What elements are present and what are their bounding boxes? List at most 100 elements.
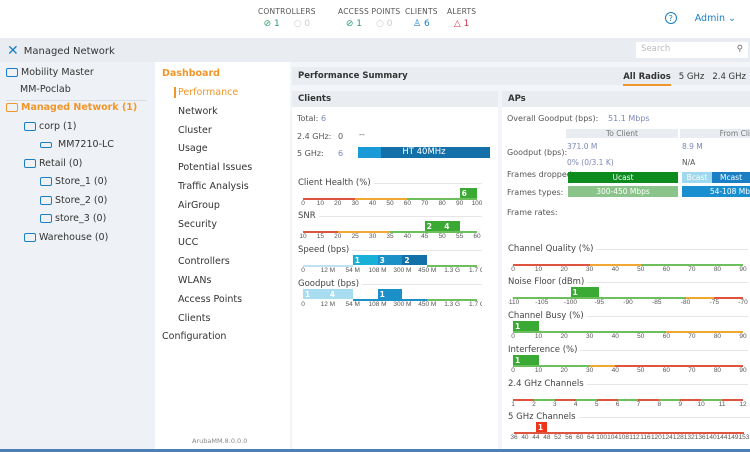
chart-tick-label: 100 [596, 434, 608, 441]
chart-title: Client Health (%) [298, 178, 374, 188]
folder-icon [24, 233, 36, 242]
nav-item-wlans[interactable]: WLANs [178, 275, 212, 286]
nav-item-security[interactable]: Security [178, 218, 218, 230]
nav-item-performance[interactable]: Performance [174, 87, 238, 98]
chart-bar-label: 2 [404, 256, 410, 265]
search-input[interactable]: Search ⚲ [636, 42, 748, 58]
help-icon[interactable]: ? [664, 12, 677, 24]
tree-item[interactable]: store_3 (0) [40, 213, 106, 224]
circle-icon: ○ [376, 19, 387, 29]
tree-item[interactable]: Store_2 (0) [40, 195, 107, 206]
controller-icon [40, 141, 52, 148]
chart-title-rule [298, 183, 482, 184]
chart-baseline-segment [554, 399, 576, 401]
radio-tab-all-radios[interactable]: All Radios [623, 72, 671, 86]
chart-baseline-segment [680, 399, 702, 401]
tree-item[interactable]: corp (1) [24, 121, 76, 132]
chart-tick-label: 124 [661, 434, 673, 441]
chart-tick-label: 30 [586, 333, 594, 340]
clients-panel: Clients Total: 6 2.4 GHz: 0 -- 5 GHz: 6 … [292, 91, 498, 452]
chart-tick-label: 50 [637, 333, 645, 340]
frame-rates-label: Frame rates: [507, 208, 558, 217]
chart-bar[interactable]: 1 [570, 287, 600, 297]
nav-item-usage[interactable]: Usage [178, 143, 208, 155]
chart-baseline-segment [513, 297, 686, 299]
chart-bar-label: 1 [379, 290, 385, 299]
admin-menu[interactable]: Admin ⌄ [695, 13, 736, 24]
stat-values: △ 1 [447, 19, 476, 29]
chart-tick-label: 0 [301, 301, 305, 308]
goodput-label: Goodput (bps): [507, 148, 568, 157]
chart-bar[interactable]: 4 [327, 289, 353, 299]
tree-item[interactable]: Mobility Master [6, 67, 94, 78]
version-label: ArubaMM.8.0.0.0 [192, 437, 248, 445]
chart-bar[interactable]: 2 [402, 255, 428, 265]
nav-item-cluster[interactable]: Cluster [178, 124, 212, 136]
radio-tab-5-ghz[interactable]: 5 GHz [678, 72, 705, 82]
chart-tick-label: 11 [718, 401, 726, 408]
tree-item[interactable]: MM7210-LC [40, 139, 114, 150]
tree-item[interactable]: Managed Network (1) [6, 102, 137, 113]
tree-item-label: Warehouse (0) [39, 232, 109, 243]
chart-tick-label: 30 [351, 200, 359, 207]
chart-bar[interactable]: 2 [424, 221, 443, 231]
chart-title: SNR [298, 211, 319, 221]
close-icon[interactable]: ✕ [7, 43, 19, 59]
stat-value: ♙ 6 [413, 19, 430, 29]
nav-item-controllers[interactable]: Controllers [178, 256, 230, 268]
status-clients[interactable]: CLIENTS ♙ 6 [405, 7, 438, 29]
chart-bar[interactable]: 1 [303, 289, 328, 299]
chart-baseline-segment [514, 432, 744, 434]
nav-item-airgroup[interactable]: AirGroup [178, 199, 220, 211]
status-controllers[interactable]: CONTROLLERS ⊘ 1 ○ 0 [258, 7, 316, 29]
chart-baseline-segment [533, 399, 555, 401]
nav-section-dashboard[interactable]: Dashboard [162, 68, 220, 79]
nav-item-network[interactable]: Network [178, 105, 218, 117]
managed-network-toggle[interactable]: ✕ Managed Network [7, 43, 115, 59]
nav-item-potential-issues[interactable]: Potential Issues [178, 162, 253, 174]
chart-tick-label: 15 [316, 233, 325, 240]
chart-tick-label: 10 [697, 401, 705, 408]
stat-count: 0 [304, 19, 311, 29]
radio-tab-2-4-ghz[interactable]: 2.4 GHz [712, 72, 746, 82]
tree-item[interactable]: MM-Poclab [20, 84, 71, 95]
nav-item-access-points[interactable]: Access Points [178, 293, 243, 305]
nav-item-clients[interactable]: Clients [178, 312, 211, 324]
chart-tick-label: 153 [738, 434, 750, 441]
status-alerts[interactable]: ALERTS △ 1 [447, 7, 476, 29]
chart-bar[interactable]: 1 [377, 289, 403, 299]
chart-tick-label: 149 [727, 434, 739, 441]
top-bar [0, 0, 750, 38]
chart-tick-label: 12 M [320, 267, 336, 274]
chart-tick-label: 20 [334, 233, 342, 240]
from-client-header: From Cli [680, 129, 750, 138]
nav-section-configuration[interactable]: Configuration [162, 331, 227, 342]
chart-tick-label: 90 [739, 367, 747, 374]
chart-bar[interactable]: 1 [535, 422, 547, 432]
search-icon: ⚲ [736, 44, 743, 54]
aps-header: APs [502, 91, 750, 107]
chart-bar[interactable]: 1 [513, 321, 539, 331]
chart-bar[interactable]: 1 [513, 355, 539, 365]
chart-bar[interactable]: 1 [352, 255, 378, 265]
tree-item[interactable]: Warehouse (0) [24, 232, 108, 243]
chart-tick-label: 44 [532, 434, 540, 441]
chart-bar[interactable]: 4 [442, 221, 460, 231]
nav-item-traffic-analysis[interactable]: Traffic Analysis [178, 181, 249, 192]
chart-bar[interactable]: 3 [377, 255, 403, 265]
chart-bar-label: 1 [354, 256, 360, 265]
stat-label: ALERTS [447, 7, 477, 16]
folder-icon [40, 214, 52, 223]
tree-item[interactable]: Store_1 (0) [40, 176, 107, 187]
chart-title-rule [298, 284, 482, 285]
chart-goodput: Goodput (bps) 1 4 1 0 12 M 54 M 108 M 300 M 450 M… [298, 279, 482, 310]
chart-tick-label: -110 [508, 299, 520, 306]
chart-tick-label: 30 [368, 233, 377, 240]
chart-tick-label: 70 [421, 200, 429, 207]
status-access-points[interactable]: ACCESS POINTS ⊘ 1 ○ 0 [338, 7, 400, 29]
nav-item-ucc[interactable]: UCC [178, 237, 199, 249]
tree-item[interactable]: Retail (0) [24, 158, 82, 169]
chart-tick-label: 40 [521, 434, 529, 441]
chart-baseline-segment [638, 399, 660, 401]
chart-bar[interactable]: 6 [459, 188, 477, 198]
